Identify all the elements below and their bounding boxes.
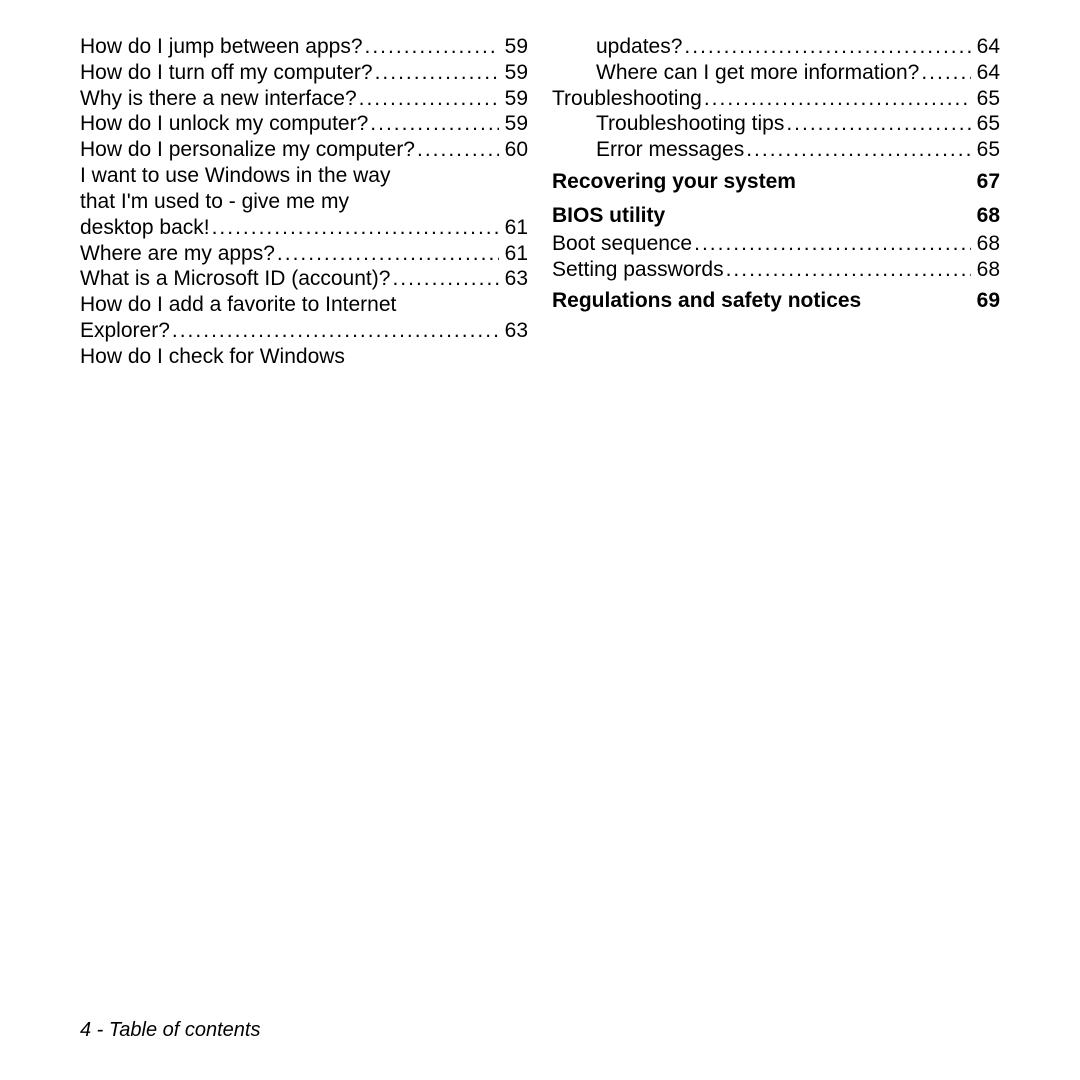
toc-entry-text: Setting passwords: [552, 257, 724, 283]
toc-entry-multiline: How do I add a favorite to InternetExplo…: [80, 292, 528, 344]
toc-entry-text: Explorer?: [80, 318, 170, 344]
toc-leader-dots: ........................................…: [702, 86, 971, 112]
toc-entry-text: desktop back!: [80, 215, 210, 241]
toc-page-number: 60: [499, 137, 528, 163]
toc-entry-text: How do I add a favorite to Internet: [80, 292, 528, 318]
page-footer: 4 - Table of contents: [80, 1019, 261, 1042]
toc-entry-multiline: I want to use Windows in the waythat I'm…: [80, 163, 528, 240]
toc-entry-row: How do I personalize my computer?.......…: [80, 137, 528, 163]
toc-entry-text: I want to use Windows in the way: [80, 163, 528, 189]
toc-entry-text: Where can I get more information?: [596, 60, 919, 86]
toc-section-heading: BIOS utility 68: [552, 197, 1000, 231]
toc-entry-text: How do I personalize my computer?: [80, 137, 415, 163]
toc-page-number: 65: [971, 111, 1000, 137]
toc-entry-text: How do I check for Windows: [80, 344, 528, 370]
toc-entry-row: Setting passwords ......................…: [552, 257, 1000, 283]
toc-entry-row: Where are my apps?......................…: [80, 241, 528, 267]
toc-entry-text: How do I turn off my computer?: [80, 60, 373, 86]
toc-entry-row: What is a Microsoft ID (account)?.......…: [80, 266, 528, 292]
toc-entry-text: Error messages: [596, 137, 744, 163]
toc-leader-dots: ........................................…: [275, 241, 499, 267]
toc-entry-text: How do I jump between apps?: [80, 34, 363, 60]
toc-entry-text: What is a Microsoft ID (account)?: [80, 266, 390, 292]
toc-entry-text: Troubleshooting: [552, 86, 702, 112]
toc-leader-dots: ........................................…: [170, 318, 499, 344]
toc-entry-text: Troubleshooting tips: [596, 111, 784, 137]
toc-entry-text: Why is there a new interface?: [80, 86, 357, 112]
toc-entry-text: Boot sequence: [552, 231, 692, 257]
toc-page-number: 64: [971, 34, 1000, 60]
toc-entry-row: Troubleshooting.........................…: [552, 86, 1000, 112]
toc-entry-text: Recovering your system: [552, 169, 796, 195]
toc-page-number: 65: [971, 137, 1000, 163]
toc-page-number: 59: [499, 111, 528, 137]
toc-entry-text: Where are my apps?: [80, 241, 275, 267]
toc-entry-row: Troubleshooting tips....................…: [552, 111, 1000, 137]
toc-columns: How do I jump between apps?.............…: [80, 34, 1000, 374]
toc-entry-row: How do I turn off my computer?..........…: [80, 60, 528, 86]
toc-entry-text: BIOS utility: [552, 203, 665, 229]
toc-leader-dots: ........................................…: [363, 34, 499, 60]
toc-page-number: 64: [971, 60, 1000, 86]
toc-page-number: 68: [971, 231, 1000, 257]
toc-section-heading: Regulations and safety notices 69: [552, 282, 1000, 316]
toc-page-number: 63: [499, 266, 528, 292]
toc-leader-dots: ........................................…: [357, 86, 499, 112]
toc-leader-dots: ........................................…: [368, 111, 498, 137]
toc-page-number: 68: [971, 203, 1000, 229]
toc-leader-dots: ........................................…: [373, 60, 499, 86]
toc-entry-row: updates? ...............................…: [552, 34, 1000, 60]
toc-page: How do I jump between apps?.............…: [0, 0, 1080, 1080]
toc-leader-dots: ........................................…: [692, 231, 971, 257]
toc-page-number: 69: [971, 288, 1000, 314]
footer-text: 4 - Table of contents: [80, 1019, 261, 1041]
toc-page-number: 63: [499, 318, 528, 344]
toc-entry-text: How do I unlock my computer?: [80, 111, 368, 137]
toc-leader-dots: ........................................…: [744, 137, 970, 163]
toc-entry-row: Why is there a new interface?...........…: [80, 86, 528, 112]
toc-entry-text: Regulations and safety notices: [552, 288, 861, 314]
toc-entry-continuation: How do I check for Windows: [80, 344, 528, 370]
toc-leader-dots: ........................................…: [390, 266, 498, 292]
toc-entry-row: Explorer?...............................…: [80, 318, 528, 344]
toc-entry-row: How do I jump between apps?.............…: [80, 34, 528, 60]
toc-page-number: 68: [971, 257, 1000, 283]
toc-entry-row: How do I unlock my computer?............…: [80, 111, 528, 137]
toc-entry-text: that I'm used to - give me my: [80, 189, 528, 215]
toc-leader-dots: ........................................…: [210, 215, 499, 241]
toc-leader-dots: ........................................…: [682, 34, 970, 60]
toc-entry-text: updates?: [596, 34, 682, 60]
toc-page-number: 61: [499, 215, 528, 241]
toc-leader-dots: ........................................…: [784, 111, 970, 137]
toc-section-heading: Recovering your system 67: [552, 163, 1000, 197]
toc-page-number: 59: [499, 34, 528, 60]
toc-page-number: 67: [971, 169, 1000, 195]
toc-entry-row: Boot sequence...........................…: [552, 231, 1000, 257]
toc-entry-row: Error messages..........................…: [552, 137, 1000, 163]
toc-entry-row: desktop back!...........................…: [80, 215, 528, 241]
toc-leader-dots: ........................................…: [724, 257, 971, 283]
toc-page-number: 61: [499, 241, 528, 267]
toc-page-number: 59: [499, 86, 528, 112]
toc-entry-row: Where can I get more information?.......…: [552, 60, 1000, 86]
toc-page-number: 59: [499, 60, 528, 86]
toc-page-number: 65: [971, 86, 1000, 112]
toc-leader-dots: ........................................…: [415, 137, 499, 163]
toc-leader-dots: ........................................…: [919, 60, 970, 86]
